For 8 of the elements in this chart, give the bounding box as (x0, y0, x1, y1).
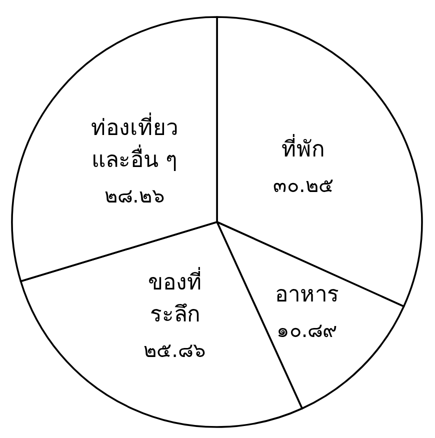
data-label: ๑๐.๘๙ (276, 318, 338, 342)
data-label: ๓๐.๒๕ (272, 172, 334, 197)
slice-label: ที่พัก (282, 133, 325, 162)
slice-label: ของที่ ระลึก (148, 266, 202, 328)
data-label: ๒๕.๘๖ (144, 338, 206, 362)
slice-label: อาหาร (275, 282, 340, 308)
slice-label: ท่องเที่ยว และอื่น ๆ (91, 112, 178, 173)
data-label: ๒๘.๒๖ (104, 183, 165, 208)
